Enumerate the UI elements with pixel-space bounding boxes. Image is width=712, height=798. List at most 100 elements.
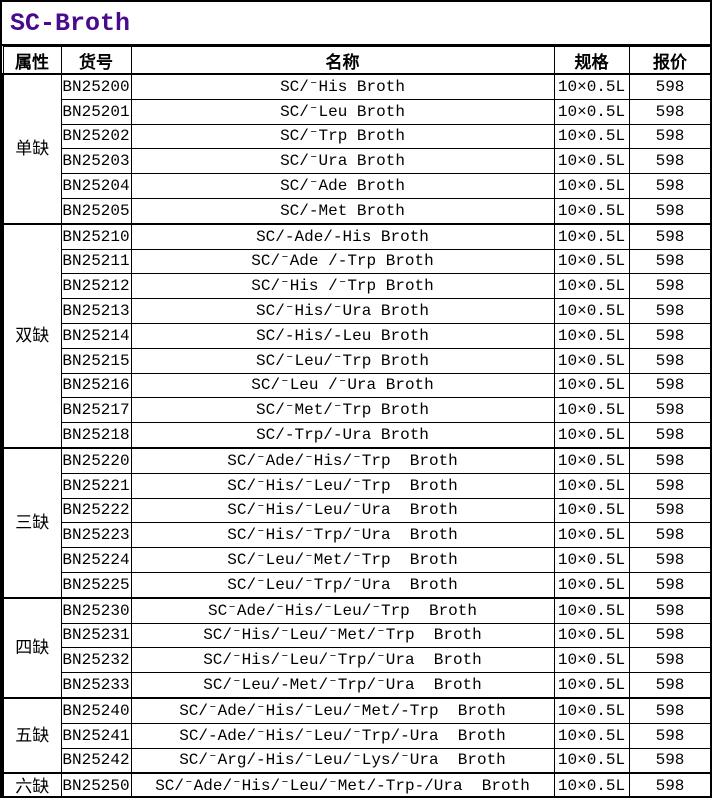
spec-cell: 10×0.5L	[553, 372, 630, 399]
price-cell: 598	[628, 173, 710, 199]
table-row: BN25232 SC/⁻His/⁻Leu/⁻Trp/⁻Ura Broth 10×0.…	[3, 647, 710, 674]
header-price: 报价	[628, 46, 710, 75]
spec-cell: 10×0.5L	[553, 322, 630, 349]
header-attribute: 属性	[2, 46, 62, 75]
catalog-no-cell: BN25214	[60, 322, 132, 349]
catalog-no-cell: BN25222	[60, 497, 132, 524]
spec-cell: 10×0.5L	[553, 422, 630, 449]
table-row: BN25212 SC/⁻His /⁻Trp Broth 10×0.5L 598	[3, 273, 710, 300]
header-name: 名称	[130, 46, 555, 75]
table-row: BN25217 SC/⁻Met/⁻Trp Broth 10×0.5L 598	[3, 397, 710, 424]
product-name-cell: SC/⁻His/⁻Leu/⁻Trp Broth	[130, 472, 555, 499]
spec-cell: 10×0.5L	[553, 522, 630, 549]
spec-cell: 10×0.5L	[553, 148, 630, 175]
table-row: BN25221 SC/⁻His/⁻Leu/⁻Trp Broth 10×0.5L 598	[3, 472, 710, 499]
product-name-cell: SC/⁻Ade/⁻His/⁻Trp Broth	[130, 446, 555, 474]
catalog-no-cell: BN25224	[60, 547, 132, 573]
catalog-no-cell: BN25223	[60, 522, 132, 549]
spec-cell: 10×0.5L	[553, 722, 630, 749]
table-row: BN25214 SC/-His/-Leu Broth 10×0.5L 598	[3, 322, 710, 349]
product-name-cell: SC⁻Ade/⁻His/⁻Leu/⁻Trp Broth	[130, 596, 555, 624]
table-row: BN25223 SC/⁻His/⁻Trp/⁻Ura Broth 10×0.5L 598	[3, 522, 710, 549]
spec-cell: 10×0.5L	[553, 622, 630, 649]
table-row: BN25202 SC/⁻Trp Broth 10×0.5L 598	[3, 123, 710, 150]
product-name-cell: SC/⁻Ade/⁻His/⁻Leu/⁻Met/-Trp-/Ura Broth	[130, 772, 555, 796]
product-name-cell: SC/-Ade/-His Broth	[130, 222, 555, 250]
price-cell: 598	[628, 497, 710, 524]
header-catalog-no: 货号	[60, 46, 132, 75]
spec-cell: 10×0.5L	[553, 72, 630, 100]
catalog-no-cell: BN25205	[60, 197, 132, 225]
product-name-cell: SC/⁻Arg/-His/⁻Leu/⁻Lys/⁻Ura Broth	[130, 747, 555, 774]
catalog-no-cell: BN25201	[60, 98, 132, 125]
spec-cell: 10×0.5L	[553, 547, 630, 573]
price-cell: 598	[628, 98, 710, 125]
price-cell: 598	[628, 123, 710, 150]
catalog-no-cell: BN25200	[60, 72, 132, 100]
product-name-cell: SC/⁻His Broth	[130, 72, 555, 100]
catalog-no-cell: BN25204	[60, 173, 132, 199]
catalog-no-cell: BN25217	[60, 397, 132, 424]
price-cell: 598	[628, 622, 710, 649]
spec-cell: 10×0.5L	[553, 747, 630, 774]
product-name-cell: SC/-Met Broth	[130, 197, 555, 225]
table-row: 单缺 BN25200 SC/⁻His Broth 10×0.5L 598	[2, 72, 710, 225]
table-row: BN25216 SC/⁻Leu /⁻Ura Broth 10×0.5L 598	[3, 372, 710, 399]
spec-cell: 10×0.5L	[553, 347, 630, 374]
catalog-no-cell: BN25202	[60, 123, 132, 150]
catalog-no-cell: BN25240	[60, 696, 132, 724]
product-name-cell: SC/-Ade/⁻His/⁻Leu/⁻Trp/-Ura Broth	[130, 722, 555, 749]
price-cell: 598	[628, 571, 710, 599]
table-row: BN25231 SC/⁻His/⁻Leu/⁻Met/⁻Trp Broth 10×0.…	[3, 622, 710, 649]
product-name-cell: SC/-His/-Leu Broth	[130, 322, 555, 349]
product-name-cell: SC/⁻Leu/-Met/⁻Trp/⁻Ura Broth	[130, 672, 555, 699]
spec-cell: 10×0.5L	[553, 298, 630, 324]
price-cell: 598	[628, 347, 710, 374]
catalog-no-cell: BN25203	[60, 148, 132, 175]
spec-cell: 10×0.5L	[553, 647, 630, 674]
product-name-cell: SC/⁻Trp Broth	[130, 123, 555, 150]
catalog-no-cell: BN25212	[60, 273, 132, 300]
price-cell: 598	[628, 298, 710, 324]
table-row: BN25233 SC/⁻Leu/-Met/⁻Trp/⁻Ura Broth 10×0.…	[3, 672, 710, 699]
price-cell: 598	[628, 322, 710, 349]
page-title: SC-Broth	[2, 2, 710, 46]
attribute-group-cell: 四缺	[2, 596, 62, 699]
product-name-cell: SC/⁻Ade Broth	[130, 173, 555, 199]
table-row: 六缺 BN25250 SC/⁻Ade/⁻His/⁻Leu/⁻Met/-Trp-/Ur…	[2, 772, 710, 796]
product-name-cell: SC/⁻His/⁻Ura Broth	[130, 298, 555, 324]
price-cell: 598	[628, 248, 710, 275]
price-cell: 598	[628, 596, 710, 624]
price-cell: 598	[628, 547, 710, 573]
product-name-cell: SC/⁻Ade/⁻His/⁻Leu/⁻Met/-Trp Broth	[130, 696, 555, 724]
spec-cell: 10×0.5L	[553, 222, 630, 250]
price-cell: 598	[628, 222, 710, 250]
catalog-no-cell: BN25231	[60, 622, 132, 649]
price-cell: 598	[628, 197, 710, 225]
product-name-cell: SC/⁻Ade /-Trp Broth	[130, 248, 555, 275]
spec-cell: 10×0.5L	[553, 672, 630, 699]
product-name-cell: SC/-Trp/-Ura Broth	[130, 422, 555, 449]
price-cell: 598	[628, 722, 710, 749]
table-row: BN25225 SC/⁻Leu/⁻Trp/⁻Ura Broth 10×0.5L 598	[3, 571, 710, 599]
attribute-group-cell: 六缺	[2, 772, 62, 796]
table-row: BN25213 SC/⁻His/⁻Ura Broth 10×0.5L 598	[3, 298, 710, 324]
table-row: 五缺 BN25240 SC/⁻Ade/⁻His/⁻Leu/⁻Met/-Trp Bro…	[2, 696, 710, 774]
product-name-cell: SC/⁻Leu /⁻Ura Broth	[130, 372, 555, 399]
table-row: BN25203 SC/⁻Ura Broth 10×0.5L 598	[3, 148, 710, 175]
catalog-no-cell: BN25211	[60, 248, 132, 275]
header-spec: 规格	[553, 46, 630, 75]
spec-cell: 10×0.5L	[553, 596, 630, 624]
attribute-group-cell: 单缺	[2, 73, 62, 225]
spec-cell: 10×0.5L	[553, 397, 630, 424]
price-cell: 598	[628, 148, 710, 175]
spec-cell: 10×0.5L	[553, 497, 630, 524]
attribute-group-cell: 五缺	[2, 696, 62, 774]
price-cell: 598	[628, 422, 710, 449]
product-name-cell: SC/⁻His /⁻Trp Broth	[130, 273, 555, 300]
spec-cell: 10×0.5L	[553, 446, 630, 474]
attribute-group-cell: 三缺	[2, 446, 62, 599]
spec-cell: 10×0.5L	[553, 123, 630, 150]
product-table: 属性 货号 名称 规格 报价 单缺 BN25200 SC/⁻His Broth 10×…	[2, 46, 710, 796]
